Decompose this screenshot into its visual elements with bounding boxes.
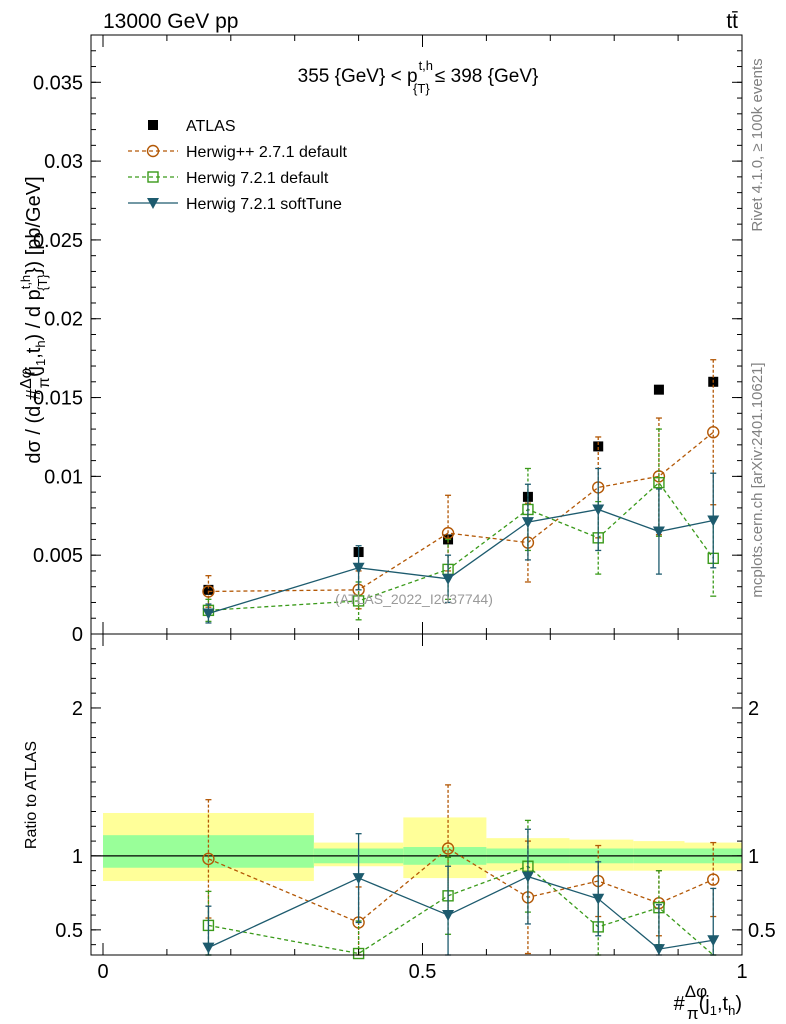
data-point-herwig-7-2-1-softtune xyxy=(352,562,365,574)
data-point-herwig-2-7-1-default xyxy=(707,426,720,439)
ratio-y-tick-label-right: 0.5 xyxy=(748,920,776,942)
analysis-watermark: (ATLAS_2022_I2037744) xyxy=(335,591,493,607)
data-point-herwig-2-7-1-default xyxy=(441,526,455,540)
data-point-atlas xyxy=(203,584,214,595)
legend-marker-atlas xyxy=(148,120,158,130)
ratio-point-herwig-7-2-1-softtune xyxy=(592,893,605,905)
data-point-herwig-7-2-1-softtune xyxy=(592,504,605,516)
data-point-herwig-7-2-1-softtune xyxy=(652,526,665,538)
main-y-tick-label: 0.015 xyxy=(33,388,83,410)
legend-marker-herwig-7-2-1-default xyxy=(147,171,159,183)
ratio-y-tick-label: 1 xyxy=(72,846,83,868)
x-tick-label: 1 xyxy=(736,961,747,983)
ratio-point-herwig-2-7-1-default xyxy=(202,852,215,866)
legend-marker-herwig-2-7-1-default xyxy=(146,144,160,158)
ratio-y-tick-label: 2 xyxy=(72,698,83,720)
data-point-herwig-7-2-1-default xyxy=(352,595,365,607)
main-y-tick-label: 0 xyxy=(72,624,83,646)
ratio-line-herwig-7-2-1-softtune xyxy=(208,875,714,950)
main-plot-panel: 0 0.005 0.01 0.015 0.02 0.025 0.03 0.035 355 {G… xyxy=(18,34,743,646)
data-point-herwig-7-2-1-softtune xyxy=(202,608,215,620)
x-tick-label: 0.5 xyxy=(409,961,437,983)
data-point-atlas xyxy=(653,384,664,395)
ratio-point-herwig-7-2-1-softtune xyxy=(202,942,215,954)
ratio-plot-frame xyxy=(90,633,743,956)
legend-label-herwig-7-2-1-default: Herwig 7.2.1 default xyxy=(186,170,329,187)
collision-label: 13000 GeV pp xyxy=(103,10,238,33)
main-y-tick-label: 0.035 xyxy=(33,72,83,94)
main-y-axis-label: dσ / (d #Δφπ(j1,th) / d pt,h {T}}) [pb/Ge… xyxy=(18,176,53,463)
legend-label-atlas: ATLAS xyxy=(186,118,236,135)
ratio-point-herwig-7-2-1-softtune xyxy=(352,873,365,885)
plot-title-sub: {T} xyxy=(413,81,430,96)
x-axis-label: #Δφ π(j1,th) xyxy=(674,982,742,1023)
plot-title-sup: t,h xyxy=(419,58,433,73)
data-point-herwig-7-2-1-softtune xyxy=(521,517,534,529)
ratio-point-herwig-7-2-1-softtune xyxy=(652,944,665,956)
main-y-tick-label: 0.03 xyxy=(44,151,83,173)
ratio-point-herwig-2-7-1-default xyxy=(707,873,720,886)
data-point-herwig-7-2-1-default xyxy=(653,476,665,489)
legend-label-herwig-2-7-1-default: Herwig++ 2.7.1 default xyxy=(186,144,348,161)
ratio-point-herwig-7-2-1-softtune xyxy=(521,871,534,883)
process-label: tt̄ xyxy=(726,10,738,33)
ratio-point-herwig-7-2-1-softtune xyxy=(707,935,720,947)
mcplots-label: mcplots.cern.ch [arXiv:2401.10621] xyxy=(749,362,766,597)
series-line-herwig-2-7-1-default xyxy=(208,431,714,593)
data-point-herwig-7-2-1-softtune xyxy=(707,515,720,527)
main-y-tick-label: 0.01 xyxy=(44,466,83,488)
ratio-point-herwig-7-2-1-default xyxy=(352,947,365,960)
legend: ATLAS Herwig++ 2.7.1 default Herwig 7.2.1 … xyxy=(128,118,348,213)
legend-label-herwig-7-2-1-softtune: Herwig 7.2.1 softTune xyxy=(186,196,342,213)
main-y-tick-label: 0.02 xyxy=(44,309,83,331)
plot-title: 355 {GeV} < pt,h {T} ≤ 398 {GeV} xyxy=(298,58,539,96)
ratio-y-tick-label-right: 1 xyxy=(748,846,759,868)
data-point-herwig-7-2-1-softtune xyxy=(442,573,455,585)
plot-title-pre: 355 {GeV} < p xyxy=(298,66,418,87)
plot-title-post: ≤ 398 {GeV} xyxy=(430,66,539,87)
ratio-plot-panel: 0.5 0.51 12 20 0.5 1 Ratio to ATLAS #Δφ π(j1,t… xyxy=(23,633,776,1023)
data-point-atlas xyxy=(593,441,604,452)
x-tick-label: 0 xyxy=(97,961,108,983)
ratio-y-tick-label: 0.5 xyxy=(55,920,83,942)
ratio-point-herwig-7-2-1-softtune xyxy=(442,910,455,922)
legend-marker-herwig-7-2-1-softtune xyxy=(147,198,159,209)
ratio-y-tick-label-right: 2 xyxy=(748,698,759,720)
ratio-y-axis-label: Ratio to ATLAS xyxy=(23,741,40,849)
data-point-herwig-2-7-1-default xyxy=(202,585,215,598)
main-y-tick-label: 0.025 xyxy=(33,230,83,252)
rivet-version-label: Rivet 4.1.0, ≥ 100k events xyxy=(749,58,766,231)
main-y-tick-label: 0.005 xyxy=(33,545,83,567)
ratio-point-herwig-2-7-1-default xyxy=(441,842,455,855)
